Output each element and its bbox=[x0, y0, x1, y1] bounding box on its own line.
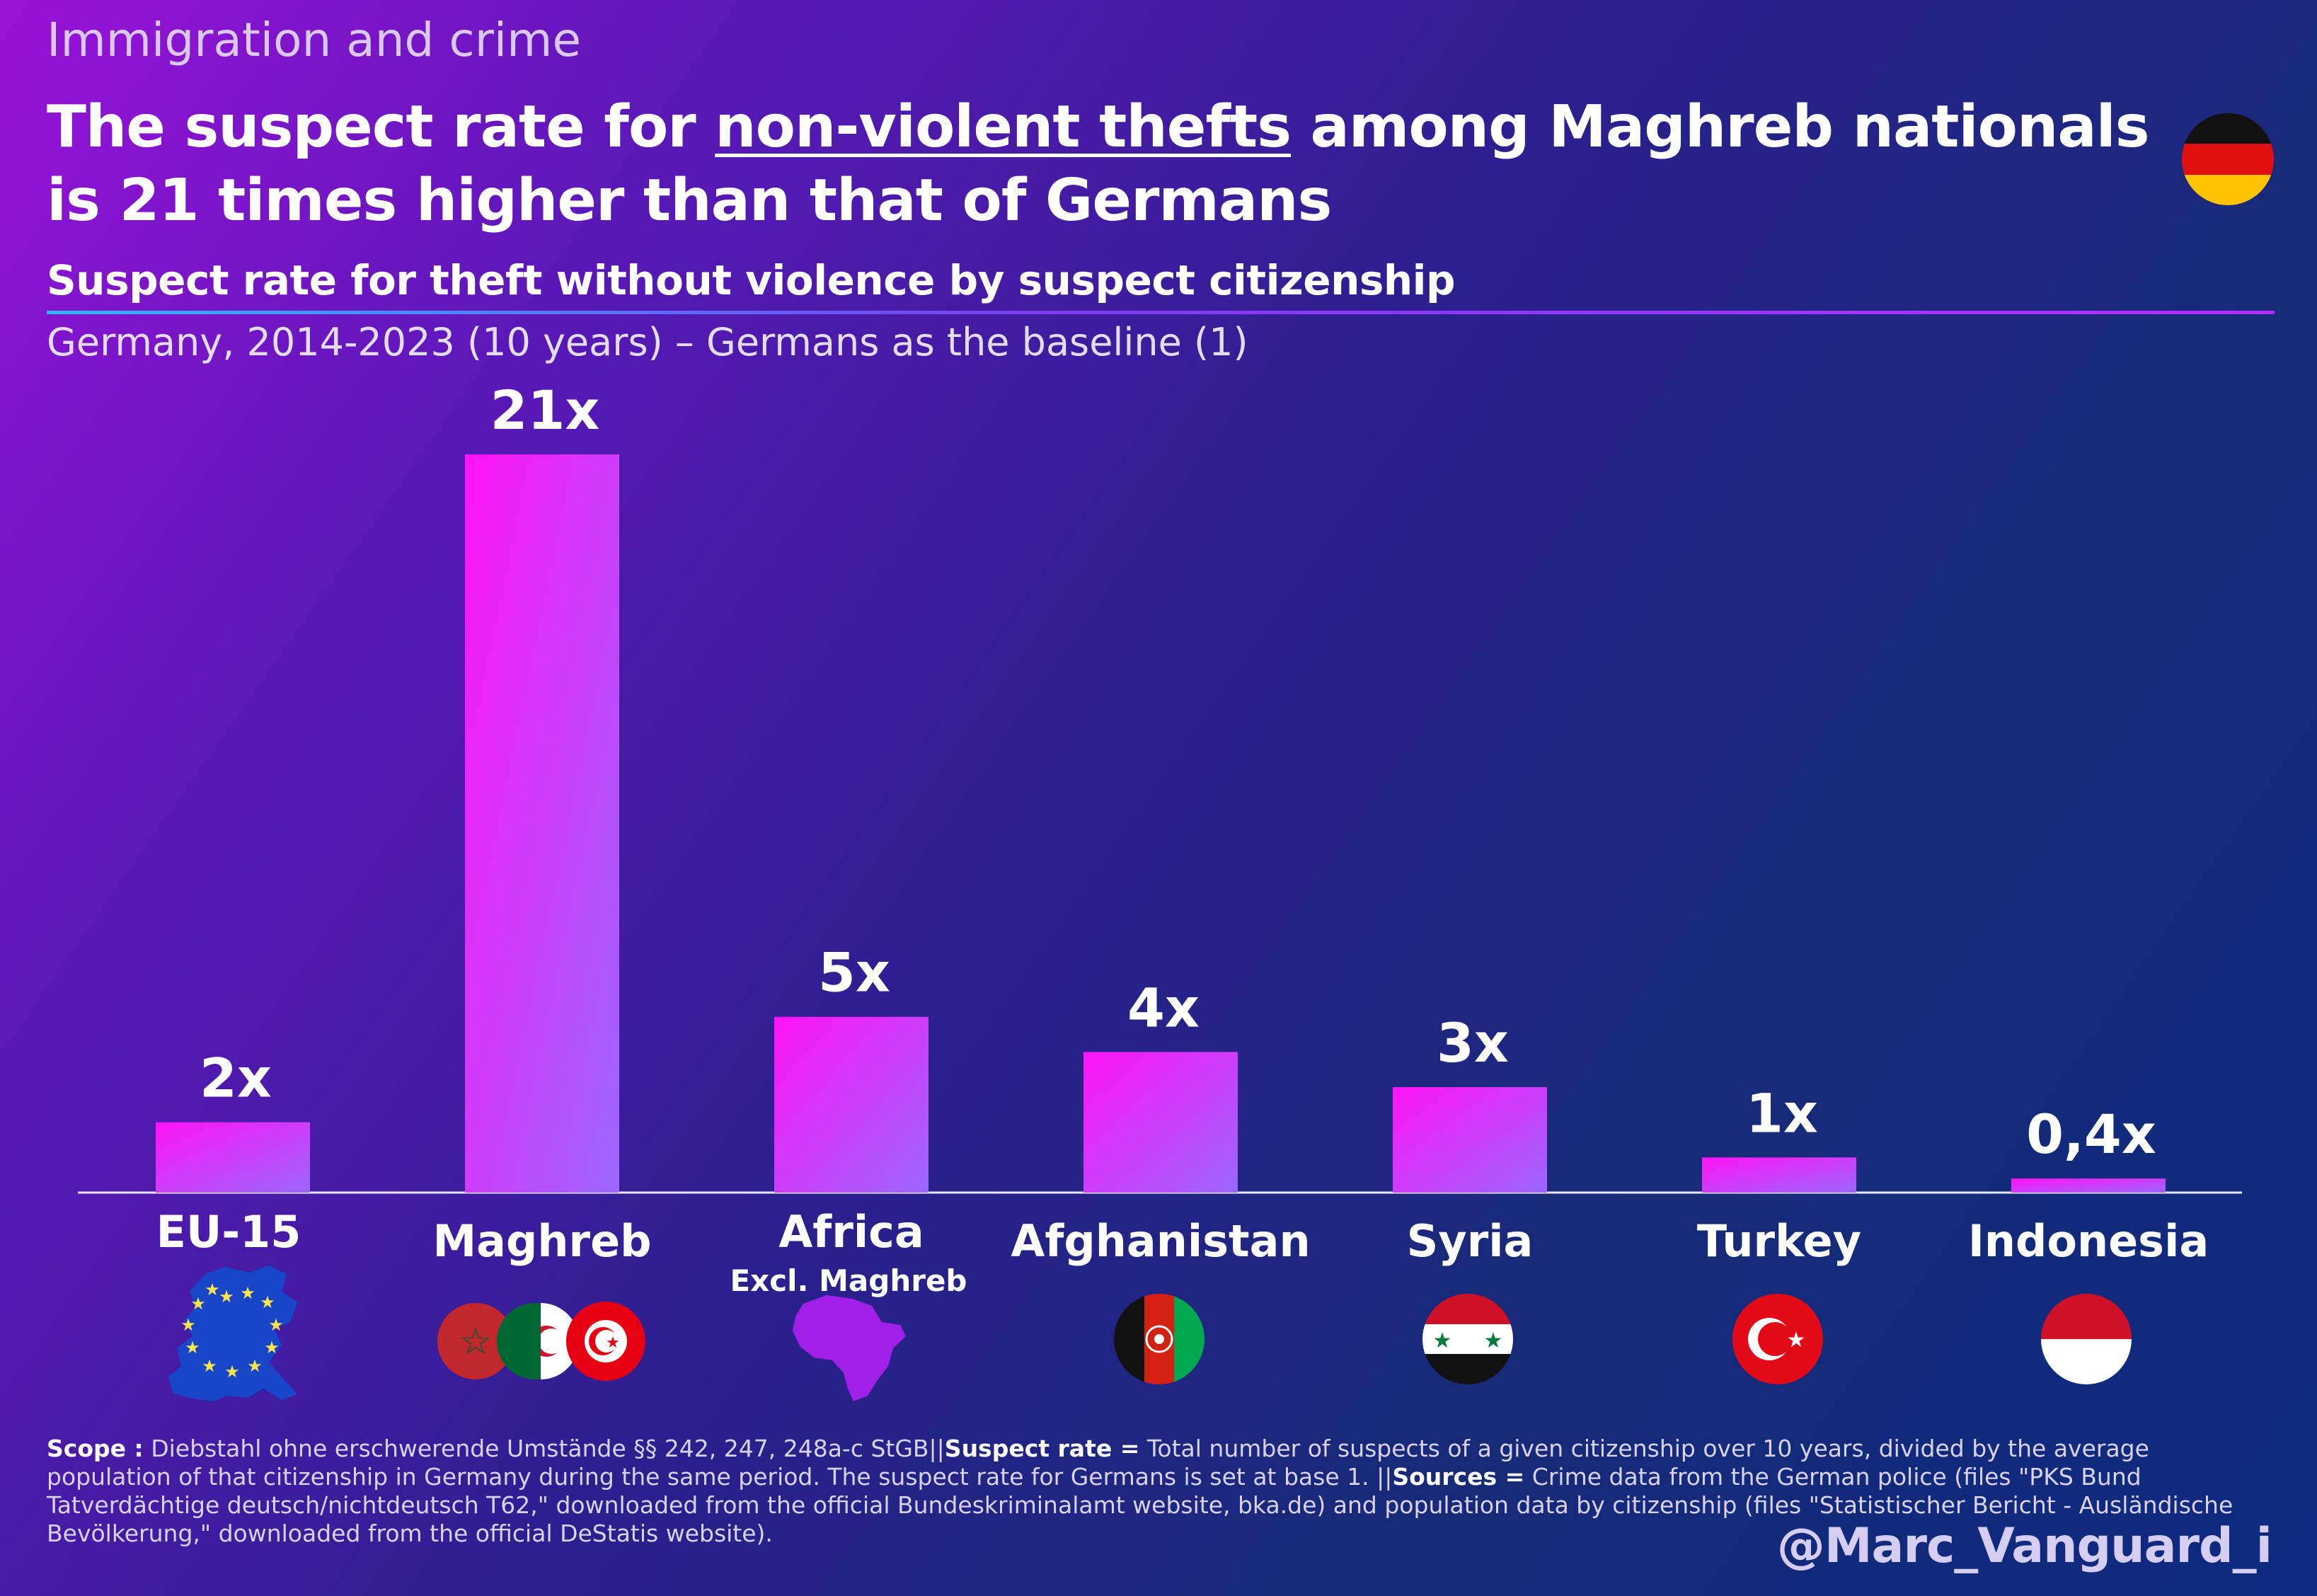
chart-subtitle: Germany, 2014-2023 (10 years) – Germans … bbox=[47, 320, 1248, 364]
bar-maghreb bbox=[465, 454, 619, 1193]
data-label: 3x bbox=[1437, 1011, 1509, 1074]
category-label: Africa bbox=[778, 1206, 924, 1258]
author-handle: @Marc_Vanguard_i bbox=[1776, 1518, 2272, 1574]
svg-text:★: ★ bbox=[1484, 1328, 1503, 1353]
bar-eu-15 bbox=[156, 1122, 310, 1193]
svg-text:★: ★ bbox=[219, 1287, 234, 1307]
svg-text:★: ★ bbox=[202, 1356, 217, 1376]
svg-text:★: ★ bbox=[205, 1280, 220, 1299]
turkey-flag-icon: ★ bbox=[1732, 1294, 1823, 1384]
data-label: 0,4x bbox=[2026, 1103, 2156, 1166]
category-labels: EU-15 Maghreb Africa Excl. Maghreb Afghanist… bbox=[156, 1206, 2209, 1298]
sources-text: Crime data from the German police (files… bbox=[47, 1463, 2233, 1547]
separator: | bbox=[936, 1435, 945, 1462]
category-label: Turkey bbox=[1697, 1215, 1861, 1267]
data-label: 1x bbox=[1746, 1081, 1818, 1144]
svg-text:★: ★ bbox=[180, 1315, 196, 1335]
morocco-flag-icon: ☆ bbox=[437, 1303, 514, 1379]
svg-text:★: ★ bbox=[264, 1338, 280, 1357]
svg-text:★: ★ bbox=[1433, 1328, 1452, 1353]
headline-underlined: non-violent thefts bbox=[715, 93, 1292, 161]
svg-text:☆: ☆ bbox=[459, 1321, 493, 1363]
svg-text:★: ★ bbox=[260, 1292, 275, 1312]
category-label: Syria bbox=[1407, 1215, 1534, 1267]
tunisia-flag-icon: ★ bbox=[566, 1302, 645, 1381]
scope-text: Diebstahl ohne erschwerende Umstände §§ … bbox=[143, 1435, 937, 1462]
category-label: Maghreb bbox=[432, 1215, 651, 1267]
svg-text:★: ★ bbox=[247, 1356, 263, 1376]
svg-text:★: ★ bbox=[185, 1338, 200, 1357]
kicker: Immigration and crime bbox=[47, 13, 582, 67]
data-label: 5x bbox=[818, 941, 890, 1004]
syria-flag-icon: ★ ★ bbox=[1422, 1294, 1513, 1384]
eu-map-icon: ★ ★ ★ ★★★ ★★★ ★★★ bbox=[168, 1265, 297, 1401]
svg-text:★: ★ bbox=[606, 1334, 620, 1352]
bars bbox=[156, 454, 2166, 1193]
chart-title: Suspect rate for theft without violence … bbox=[47, 256, 1456, 304]
svg-text:★: ★ bbox=[1787, 1328, 1806, 1353]
svg-text:★: ★ bbox=[240, 1283, 255, 1303]
svg-text:★: ★ bbox=[268, 1315, 284, 1335]
headline-part-2: among Maghreb nationals is 21 times high… bbox=[47, 93, 2150, 234]
algeria-flag-icon bbox=[497, 1303, 579, 1379]
afghanistan-flag-icon bbox=[1114, 1294, 1205, 1384]
headline-part-1: The suspect rate for bbox=[47, 93, 715, 161]
separator: | bbox=[1384, 1463, 1393, 1491]
bar-turkey bbox=[1702, 1157, 1856, 1193]
category-label: EU-15 bbox=[156, 1206, 301, 1258]
africa-map-icon bbox=[793, 1295, 906, 1401]
suspect-rate-label: Suspect rate = bbox=[944, 1435, 1140, 1462]
headline: The suspect rate for non-violent thefts … bbox=[47, 91, 2170, 238]
data-label: 2x bbox=[200, 1047, 272, 1110]
data-label: 4x bbox=[1127, 976, 1200, 1039]
bar-afghanistan bbox=[1083, 1052, 1238, 1193]
category-label: Indonesia bbox=[1968, 1215, 2209, 1267]
sources-label: Sources = bbox=[1392, 1463, 1525, 1491]
maghreb-flags-icon: ☆ ★ bbox=[437, 1302, 645, 1381]
svg-text:★: ★ bbox=[224, 1362, 240, 1382]
bar-africa bbox=[774, 1016, 928, 1193]
bar-syria bbox=[1393, 1087, 1547, 1193]
bar-chart: 2x 21x 5x 4x 3x 1x 0,4x EU-15 Maghreb Africa Excl… bbox=[78, 379, 2242, 1401]
svg-text:★: ★ bbox=[190, 1294, 206, 1314]
data-labels: 2x 21x 5x 4x 3x 1x 0,4x bbox=[200, 379, 2156, 1166]
category-sublabel: Excl. Maghreb bbox=[730, 1263, 967, 1298]
bar-indonesia bbox=[2011, 1178, 2166, 1193]
scope-label: Scope : bbox=[47, 1435, 144, 1462]
footnote: Scope : Diebstahl ohne erschwerende Umst… bbox=[47, 1435, 2276, 1548]
title-divider bbox=[47, 311, 2275, 314]
suspect-rate-text: Total number of suspects of a given citi… bbox=[47, 1435, 2149, 1491]
data-label: 21x bbox=[490, 379, 600, 442]
category-label: Afghanistan bbox=[1011, 1215, 1310, 1267]
indonesia-flag-icon bbox=[2041, 1294, 2132, 1384]
